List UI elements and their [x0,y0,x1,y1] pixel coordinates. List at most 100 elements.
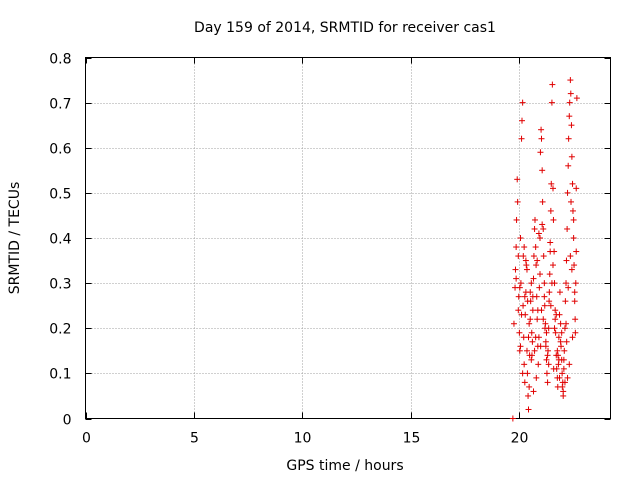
data-point [538,126,545,133]
data-point [572,280,579,287]
data-point [533,262,540,269]
data-point [563,338,570,345]
data-point [523,266,530,273]
data-point [568,266,575,273]
data-point [535,361,542,368]
data-point [527,316,534,323]
data-point [565,284,572,291]
data-point [519,370,526,377]
data-point [569,334,576,341]
data-point [553,311,560,318]
data-point [570,235,577,241]
data-point [541,293,548,300]
data-point [564,189,571,196]
data-point [568,153,575,160]
data-point [571,289,578,296]
data-point [562,298,569,305]
data-point [521,361,528,368]
data-points [509,77,580,422]
data-point [563,257,570,264]
data-point [520,302,527,309]
data-point [546,298,553,305]
data-point [534,316,541,323]
data-point [573,248,580,255]
data-point [516,284,523,291]
data-point [514,176,521,183]
data-point [514,198,521,205]
data-point [566,361,573,368]
data-point [536,284,543,291]
data-point [541,302,548,309]
data-point [545,361,552,368]
data-point [573,95,580,102]
data-point [513,244,520,251]
data-point [518,311,525,318]
grid [85,57,611,419]
data-point [537,343,544,350]
data-point [561,379,568,386]
data-point [530,275,537,282]
data-point [555,334,562,341]
y-axis-label: SRMTID / TECUs [7,182,23,295]
data-point [533,374,540,381]
data-point [536,271,543,278]
data-point [558,329,565,336]
data-point [546,289,553,296]
data-point [561,347,568,354]
y-tick-label: 0.6 [49,142,71,158]
data-point [532,244,539,251]
data-point [565,135,572,142]
data-point [567,90,574,97]
data-point [571,298,578,305]
data-point [561,325,568,332]
y-tick-label: 0.5 [49,187,71,203]
data-point [535,230,542,237]
data-point [543,370,550,377]
data-point [516,347,523,354]
data-point [564,225,571,232]
data-point [549,81,556,88]
data-point [513,216,520,223]
data-point [572,316,579,323]
y-tick-label: 0.4 [49,232,71,248]
chart-title: Day 159 of 2014, SRMTID for receiver cas… [194,20,496,36]
data-point [510,320,517,327]
data-point [530,253,537,260]
y-tick-label: 0.8 [49,52,71,68]
data-point [509,415,516,422]
data-point [513,275,520,282]
data-point [517,280,524,287]
data-point [515,293,522,300]
data-point [568,122,575,129]
data-point [528,356,535,363]
data-point [528,329,535,336]
data-point [543,329,550,336]
x-axis-label: GPS time / hours [286,458,403,474]
data-point [571,262,578,269]
y-tick-label: 0 [63,413,72,429]
data-point [515,307,522,314]
data-point [550,262,557,269]
data-point [528,280,535,287]
data-point [539,198,546,205]
data-point [573,185,580,192]
y-tick-label: 0.1 [49,367,71,383]
data-point [534,257,541,264]
data-point [539,167,546,174]
data-point [565,162,572,169]
axis-ticks: 0 5 10 15 20 0 0.1 0.2 0.3 0.4 0.5 0.6 0.7 0.8 [49,52,611,447]
data-point [547,239,554,246]
data-point [548,280,555,287]
data-point [541,325,548,332]
data-point [568,198,575,205]
data-point [550,365,557,372]
data-point [543,356,550,363]
data-point [531,225,538,232]
data-point [548,180,555,187]
data-point [521,293,528,300]
data-point [547,248,554,255]
data-point [552,307,559,314]
data-point [551,325,558,332]
data-point [555,356,562,363]
data-point [517,343,524,350]
